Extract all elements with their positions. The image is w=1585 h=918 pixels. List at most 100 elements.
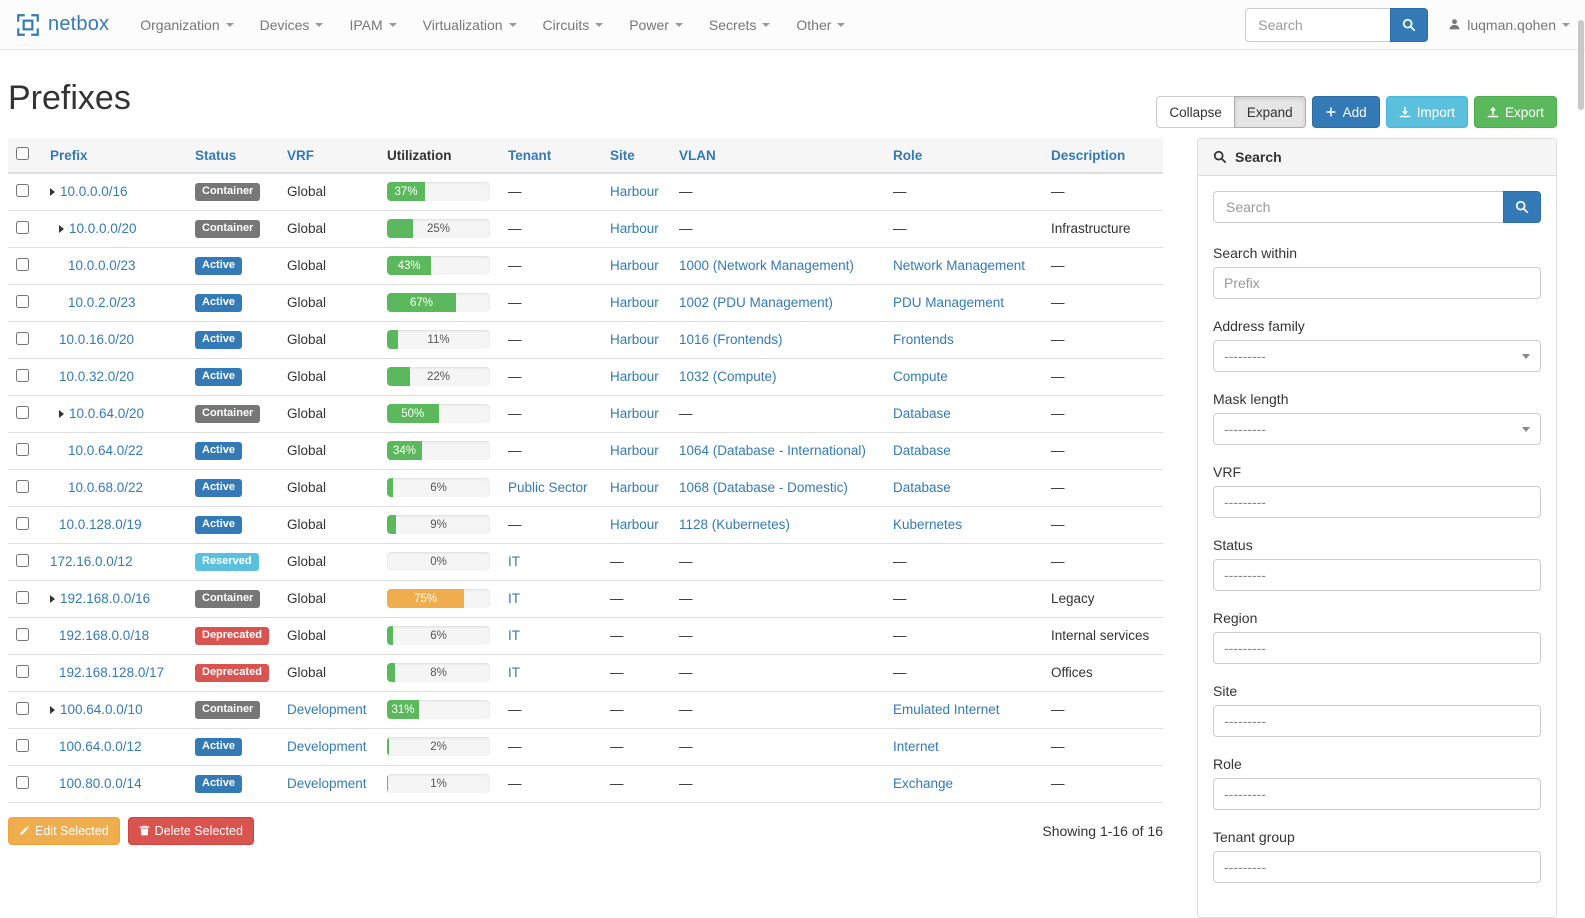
prefix-link[interactable]: 10.0.32.0/20 — [59, 369, 135, 384]
nav-menu-power[interactable]: Power — [616, 2, 696, 48]
row-checkbox[interactable] — [16, 331, 29, 345]
vlan-link[interactable]: 1068 (Database - Domestic) — [679, 480, 848, 495]
column-header-status[interactable]: Status — [195, 147, 237, 163]
role-link[interactable]: Compute — [893, 369, 948, 384]
site-link[interactable]: Harbour — [610, 258, 659, 273]
row-checkbox[interactable] — [16, 405, 29, 419]
prefix-link[interactable]: 192.168.128.0/17 — [59, 665, 165, 680]
export-button[interactable]: Export — [1473, 96, 1557, 128]
prefix-link[interactable]: 10.0.16.0/20 — [59, 332, 135, 347]
filter-select-region[interactable]: --------- — [1213, 632, 1541, 664]
vlan-link[interactable]: 1000 (Network Management) — [679, 258, 854, 273]
user-menu[interactable]: luqman.qohen — [1448, 17, 1570, 33]
prefix-link[interactable]: 10.0.68.0/22 — [68, 480, 144, 495]
nav-menu-virtualization[interactable]: Virtualization — [410, 2, 530, 48]
select-all-checkbox[interactable] — [16, 147, 29, 160]
site-link[interactable]: Harbour — [610, 480, 659, 495]
row-checkbox[interactable] — [16, 627, 29, 641]
expand-button[interactable]: Expand — [1233, 96, 1306, 128]
vlan-link[interactable]: 1128 (Kubernetes) — [679, 517, 790, 532]
prefix-link[interactable]: 10.0.0.0/16 — [60, 184, 128, 200]
prefix-link[interactable]: 10.0.64.0/20 — [69, 406, 145, 421]
add-button[interactable]: Add — [1311, 96, 1380, 128]
site-link[interactable]: Harbour — [610, 443, 659, 458]
role-link[interactable]: Emulated Internet — [893, 702, 1000, 717]
import-button[interactable]: Import — [1385, 96, 1468, 128]
prefix-link[interactable]: 100.64.0.0/12 — [59, 739, 142, 754]
column-header-vlan[interactable]: VLAN — [679, 147, 716, 163]
row-checkbox[interactable] — [16, 516, 29, 530]
filter-select-site[interactable]: --------- — [1213, 705, 1541, 737]
navbar-search-button[interactable] — [1390, 7, 1429, 42]
vlan-link[interactable]: 1016 (Frontends) — [679, 332, 783, 347]
role-link[interactable]: PDU Management — [893, 295, 1005, 310]
tenant-link[interactable]: IT — [508, 628, 520, 643]
site-link[interactable]: Harbour — [610, 369, 659, 384]
vrf-link[interactable]: Development — [287, 739, 367, 754]
filter-select-tenant-group[interactable]: --------- — [1213, 851, 1541, 883]
prefix-link[interactable]: 100.80.0.0/14 — [59, 776, 142, 791]
role-link[interactable]: Database — [893, 406, 951, 421]
tenant-link[interactable]: IT — [508, 665, 520, 680]
prefix-link[interactable]: 10.0.2.0/23 — [68, 295, 136, 310]
vlan-link[interactable]: 1032 (Compute) — [679, 369, 777, 384]
column-header-tenant[interactable]: Tenant — [508, 147, 552, 163]
expand-arrow-icon[interactable] — [59, 410, 64, 418]
edit-selected-button[interactable]: Edit Selected — [8, 816, 120, 845]
role-link[interactable]: Frontends — [893, 332, 954, 347]
row-checkbox[interactable] — [16, 590, 29, 604]
site-link[interactable]: Harbour — [610, 332, 659, 347]
site-link[interactable]: Harbour — [610, 221, 659, 236]
nav-menu-organization[interactable]: Organization — [127, 2, 246, 48]
prefix-link[interactable]: 10.0.128.0/19 — [59, 517, 142, 532]
tenant-link[interactable]: IT — [508, 591, 520, 606]
row-checkbox[interactable] — [16, 257, 29, 271]
column-header-prefix[interactable]: Prefix — [50, 147, 88, 163]
nav-menu-other[interactable]: Other — [783, 2, 858, 48]
row-checkbox[interactable] — [16, 220, 29, 234]
role-link[interactable]: Kubernetes — [893, 517, 963, 532]
prefix-link[interactable]: 192.168.0.0/16 — [60, 591, 151, 606]
row-checkbox[interactable] — [16, 479, 29, 493]
filter-search-input[interactable] — [1213, 191, 1503, 223]
expand-arrow-icon[interactable] — [59, 225, 64, 233]
column-header-role[interactable]: Role — [893, 147, 923, 163]
prefix-link[interactable]: 10.0.0.0/23 — [68, 258, 136, 273]
filter-select-vrf[interactable]: --------- — [1213, 486, 1541, 518]
tenant-link[interactable]: Public Sector — [508, 480, 588, 495]
scrollbar[interactable] — [1576, 0, 1585, 872]
role-link[interactable]: Database — [893, 443, 951, 458]
role-link[interactable]: Exchange — [893, 776, 954, 791]
prefix-link[interactable]: 10.0.0.0/20 — [69, 221, 137, 236]
nav-menu-circuits[interactable]: Circuits — [530, 2, 617, 48]
expand-arrow-icon[interactable] — [50, 595, 55, 603]
tenant-link[interactable]: IT — [508, 554, 520, 569]
row-checkbox[interactable] — [16, 664, 29, 678]
row-checkbox[interactable] — [16, 183, 29, 197]
vlan-link[interactable]: 1064 (Database - International) — [679, 443, 866, 458]
vrf-link[interactable]: Development — [287, 702, 367, 717]
prefix-link[interactable]: 192.168.0.0/18 — [59, 628, 150, 643]
role-link[interactable]: Internet — [893, 739, 939, 754]
delete-selected-button[interactable]: Delete Selected — [127, 816, 254, 845]
column-header-vrf[interactable]: VRF — [287, 147, 314, 163]
nav-menu-ipam[interactable]: IPAM — [336, 2, 409, 48]
filter-select-role[interactable]: --------- — [1213, 778, 1541, 810]
filter-input-search-within[interactable] — [1213, 267, 1541, 299]
prefix-link[interactable]: 172.16.0.0/12 — [50, 554, 133, 569]
row-checkbox[interactable] — [16, 701, 29, 715]
row-checkbox[interactable] — [16, 738, 29, 752]
vrf-link[interactable]: Development — [287, 776, 367, 791]
prefix-link[interactable]: 10.0.64.0/22 — [68, 443, 144, 458]
filter-select-status[interactable]: --------- — [1213, 559, 1541, 591]
site-link[interactable]: Harbour — [610, 406, 659, 421]
expand-arrow-icon[interactable] — [50, 706, 55, 714]
row-checkbox[interactable] — [16, 775, 29, 789]
row-checkbox[interactable] — [16, 368, 29, 382]
role-link[interactable]: Database — [893, 480, 951, 495]
expand-arrow-icon[interactable] — [50, 188, 55, 197]
row-checkbox[interactable] — [16, 553, 29, 567]
row-checkbox[interactable] — [16, 294, 29, 308]
row-checkbox[interactable] — [16, 442, 29, 456]
site-link[interactable]: Harbour — [610, 295, 659, 310]
